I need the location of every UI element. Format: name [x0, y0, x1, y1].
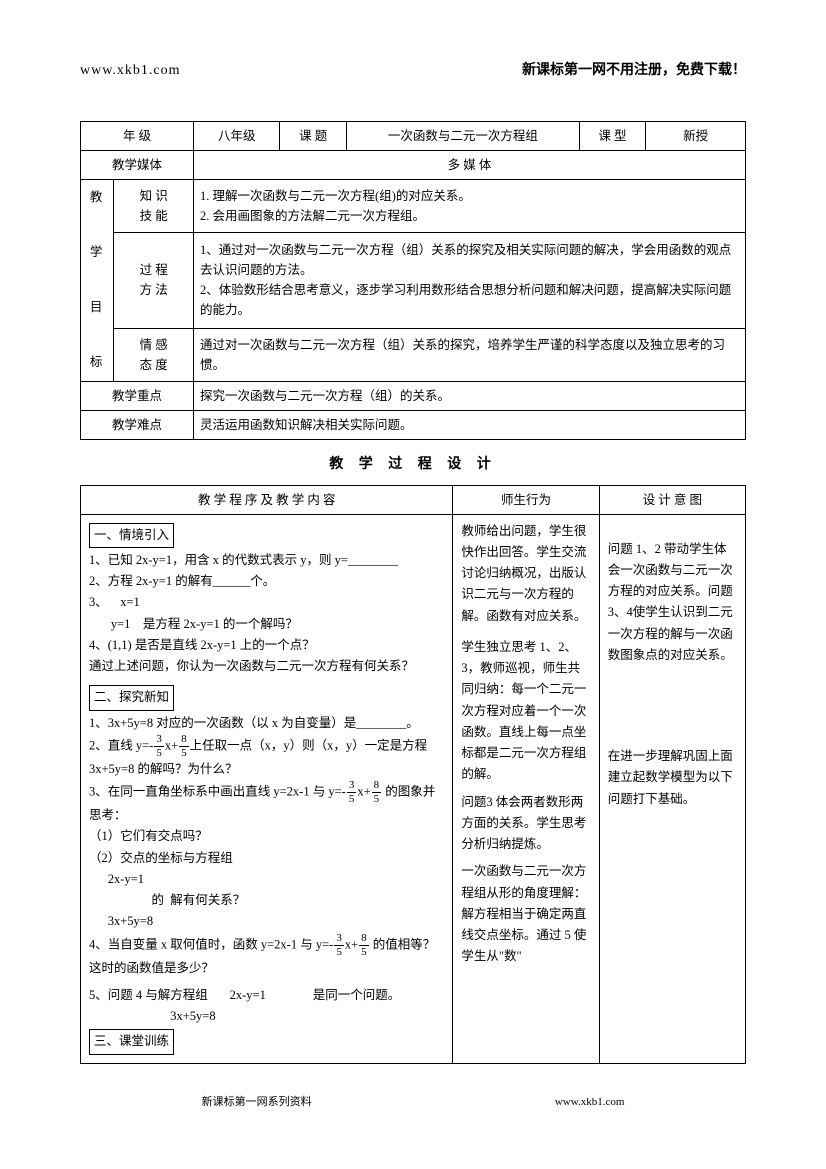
intent-p2: 在进一步理解巩固上面建立起数学模型为以下问题打下基础。 — [608, 746, 737, 810]
row-grade: 年 级 八年级 课 题 一次函数与二元一次方程组 课 型 新授 — [81, 122, 746, 151]
diff-text: 灵活运用函数知识解决相关实际问题。 — [194, 410, 746, 439]
section2-box: 二、探究新知 — [89, 685, 174, 710]
process-text: 1、通过对一次函数与二元一次方程（组）关系的探究及相关实际问题的解决，学会用函数… — [194, 232, 746, 328]
diff-label: 教学难点 — [81, 410, 194, 439]
teacher-student-behavior: 教师给出问题，学生很快作出回答。学生交流讨论归纳概况，出版认识二元与一次方程的解… — [453, 514, 599, 1063]
q3b: y=1 是方程 2x-y=1 的一个解吗？ — [89, 614, 444, 635]
type-label: 课 型 — [579, 122, 646, 151]
teaching-content: 一、情境引入 1、已知 2x-y=1，用含 x 的代数式表示 y，则 y=___… — [81, 514, 453, 1063]
e1: 1、3x+5y=8 对应的一次函数（以 x 为自变量）是________。 — [89, 713, 444, 734]
col1-header: 教 学 程 序 及 教 学 内 容 — [81, 485, 453, 514]
grade-label: 年 级 — [81, 122, 194, 151]
page-footer: 新课标第一网系列资料 www.xkb1.com — [80, 1094, 746, 1111]
page-header: www.xkb1.com 新课标第一网不用注册，免费下载！ — [80, 60, 746, 81]
e5b: 3x+5y=8 — [89, 1006, 444, 1027]
intent-p1: 问题 1、2 带动学生体会一次函数与二元一次方程的对应关系。问题 3、4使学生认… — [608, 539, 737, 667]
behavior-p1: 教师给出问题，学生很快作出回答。学生交流讨论归纳概况，出版认识二元与一次方程的解… — [461, 521, 590, 627]
row-difficulty: 教学难点 灵活运用函数知识解决相关实际问题。 — [81, 410, 746, 439]
topic-label: 课 题 — [280, 122, 347, 151]
lesson-info-table: 年 级 八年级 课 题 一次函数与二元一次方程组 课 型 新授 教学媒体 多 媒… — [80, 121, 746, 440]
t2c: 3x+5y=8 — [89, 911, 444, 932]
row-process: 过 程 方 法 1、通过对一次函数与二元一次方程（组）关系的探究及相关实际问题的… — [81, 232, 746, 328]
process-body-row: 一、情境引入 1、已知 2x-y=1，用含 x 的代数式表示 y，则 y=___… — [81, 514, 746, 1063]
header-right: 新课标第一网不用注册，免费下载！ — [522, 60, 746, 81]
e2: 2、直线 y=-35x+85上任取一点（x，y）则（x，y）一定是方程 — [89, 734, 444, 759]
process-header-row: 教 学 程 序 及 教 学 内 容 师生行为 设 计 意 图 — [81, 485, 746, 514]
row-media: 教学媒体 多 媒 体 — [81, 151, 746, 180]
row-focus: 教学重点 探究一次函数与二元一次方程（组）的关系。 — [81, 381, 746, 410]
e2d: 3x+5y=8 的解吗？为什么？ — [89, 759, 444, 780]
footer-left: 新课标第一网系列资料 — [202, 1094, 312, 1111]
emotion-text: 通过对一次函数与二元一次方程（组）关系的探究，培养学生严谨的科学态度以及独立思考… — [194, 328, 746, 381]
q5: 通过上述问题，你认为一次函数与二元一次方程有何关系？ — [89, 656, 444, 677]
type-value: 新授 — [646, 122, 746, 151]
q3a: 3、 x=1 — [89, 592, 444, 613]
goal-vertical-label: 教 学 目 标 — [81, 180, 114, 382]
q4: 4、(1,1) 是否是直线 2x-y=1 上的一个点？ — [89, 635, 444, 656]
q1: 1、已知 2x-y=1，用含 x 的代数式表示 y，则 y=________ — [89, 550, 444, 571]
behavior-p2: 学生独立思考 1、2、3，教师巡视，师生共同归纳：每一个二元一次方程对应着一个一… — [461, 637, 590, 786]
e3: 3、在同一直角坐标系中画出直线 y=2x-1 与 y=-35x+85 的图象并 — [89, 780, 444, 805]
t2: （2）交点的坐标与方程组 — [89, 848, 444, 869]
t2b: 的 解有何关系？ — [89, 890, 444, 911]
knowledge-label: 知 识 技 能 — [114, 180, 194, 233]
teaching-process-table: 教 学 程 序 及 教 学 内 容 师生行为 设 计 意 图 一、情境引入 1、… — [80, 485, 746, 1064]
e4: 4、当自变量 x 取何值时，函数 y=2x-1 与 y=-35x+85 的值相等… — [89, 933, 444, 958]
focus-label: 教学重点 — [81, 381, 194, 410]
topic-value: 一次函数与二元一次方程组 — [346, 122, 579, 151]
col3-header: 设 计 意 图 — [599, 485, 745, 514]
emotion-label: 情 感 态 度 — [114, 328, 194, 381]
section3-box: 三、课堂训练 — [89, 1029, 174, 1054]
process-label: 过 程 方 法 — [114, 232, 194, 328]
focus-text: 探究一次函数与二元一次方程（组）的关系。 — [194, 381, 746, 410]
process-design-heading: 教 学 过 程 设 计 — [80, 454, 746, 475]
e4d: 这时的函数值是多少？ — [89, 958, 444, 979]
behavior-p3: 问题3 体会两者数形两方面的关系。学生思考分析归纳提炼。 — [461, 792, 590, 856]
t1: （1）它们有交点吗？ — [89, 826, 444, 847]
behavior-p4: 一次函数与二元一次方程组从形的角度理解：解方程相当于确定两直线交点坐标。通过 5… — [461, 861, 590, 967]
footer-right: www.xkb1.com — [555, 1094, 625, 1111]
knowledge-text: 1. 理解一次函数与二元一次方程(组)的对应关系。 2. 会用画图象的方法解二元… — [194, 180, 746, 233]
think-label: 思考： — [89, 805, 444, 826]
media-value: 多 媒 体 — [194, 151, 746, 180]
section1-box: 一、情境引入 — [89, 523, 174, 548]
col2-header: 师生行为 — [453, 485, 599, 514]
row-knowledge: 教 学 目 标 知 识 技 能 1. 理解一次函数与二元一次方程(组)的对应关系… — [81, 180, 746, 233]
media-label: 教学媒体 — [81, 151, 194, 180]
t2a: 2x-y=1 — [89, 869, 444, 890]
e5a: 5、问题 4 与解方程组 2x-y=1 是同一个问题。 — [89, 985, 444, 1006]
header-left: www.xkb1.com — [80, 60, 181, 81]
q2: 2、方程 2x-y=1 的解有______个。 — [89, 571, 444, 592]
row-emotion: 情 感 态 度 通过对一次函数与二元一次方程（组）关系的探究，培养学生严谨的科学… — [81, 328, 746, 381]
grade-value: 八年级 — [194, 122, 280, 151]
design-intent: 问题 1、2 带动学生体会一次函数与二元一次方程的对应关系。问题 3、4使学生认… — [599, 514, 745, 1063]
